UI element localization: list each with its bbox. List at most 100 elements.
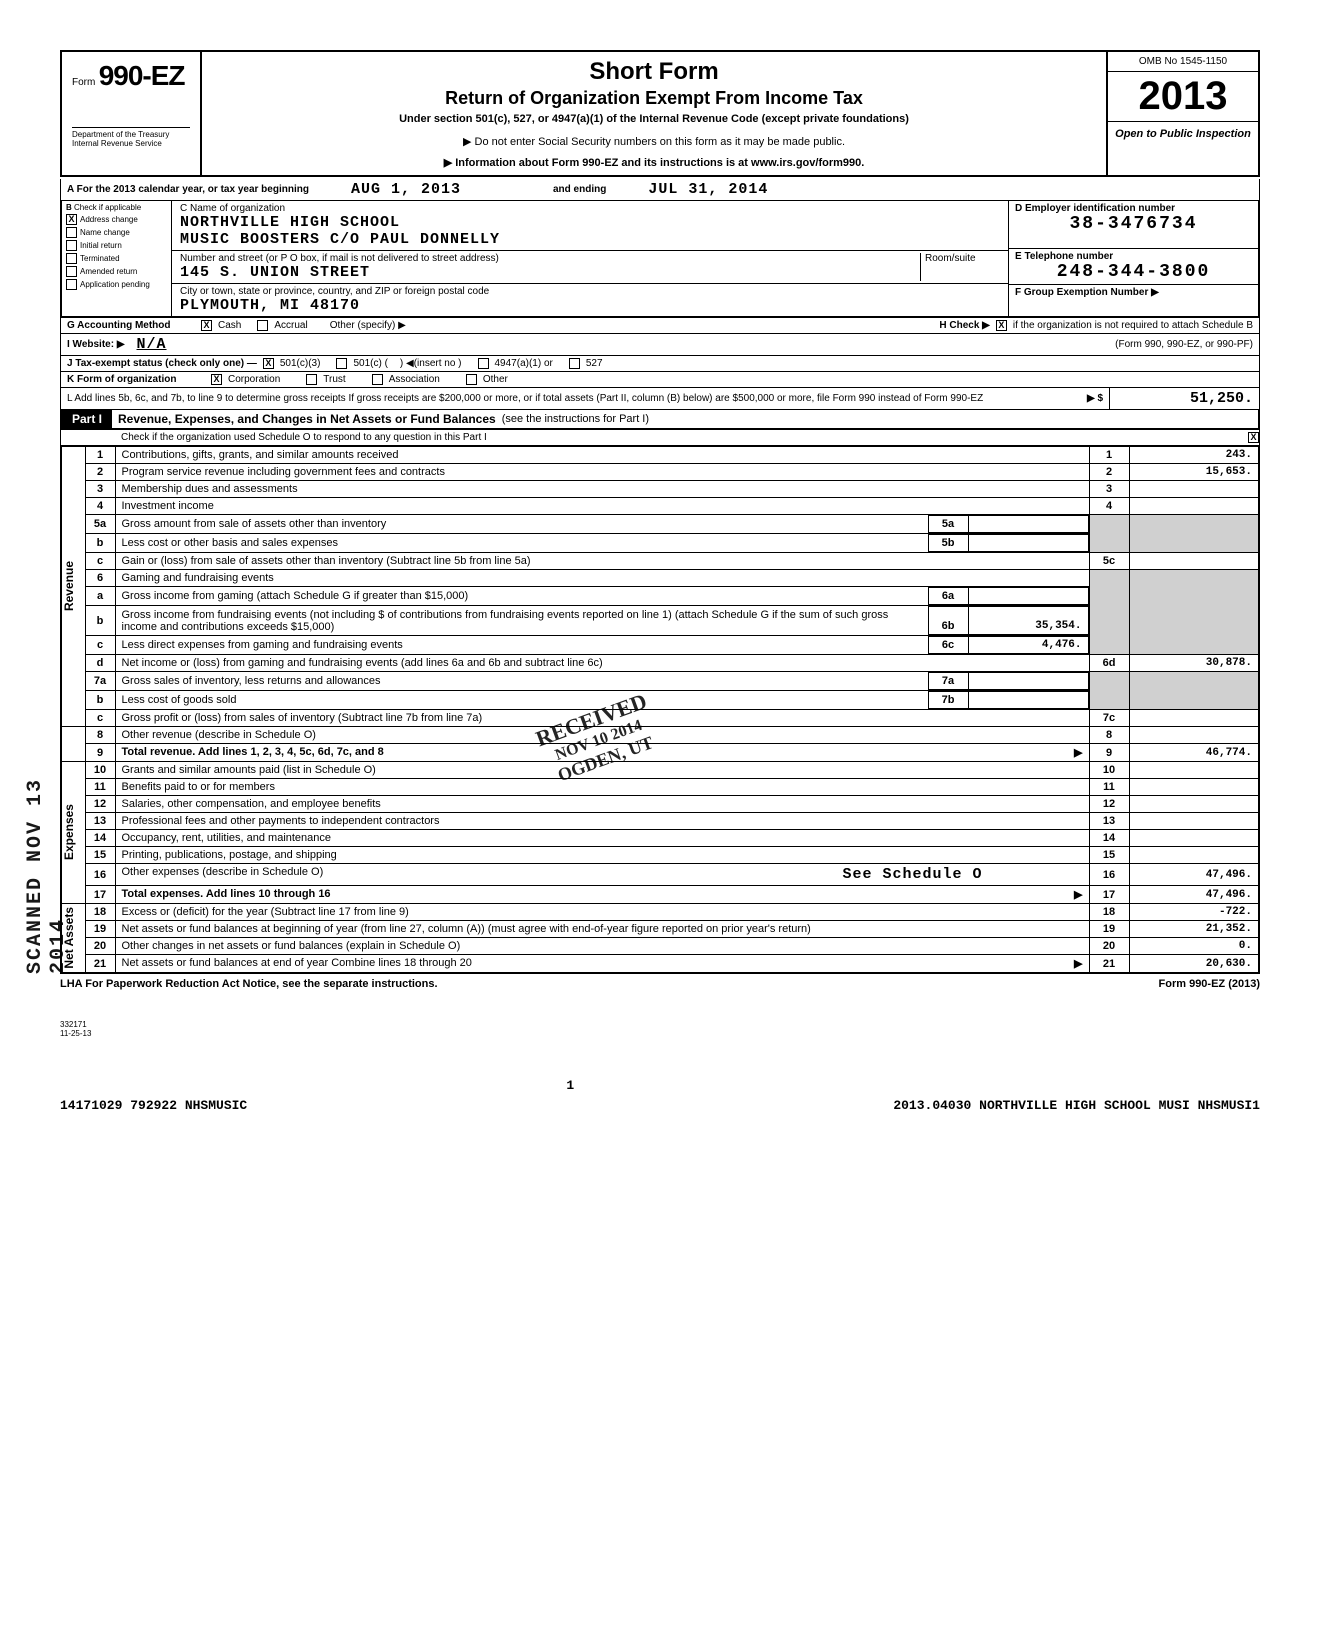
checkbox-address-change[interactable]: X xyxy=(66,214,77,225)
label-amended: Amended return xyxy=(80,267,137,276)
checkbox-cash[interactable]: X xyxy=(201,320,212,331)
org-name-1: NORTHVILLE HIGH SCHOOL xyxy=(180,214,1000,231)
omb-number: OMB No 1545-1150 xyxy=(1108,52,1258,72)
l6a-num: a xyxy=(85,587,115,606)
entity-main: C Name of organization NORTHVILLE HIGH S… xyxy=(172,201,1008,316)
row-d-ein: D Employer identification number 38-3476… xyxy=(1009,201,1258,249)
part1-suffix: (see the instructions for Part I) xyxy=(502,413,649,425)
l1-amt: 243. xyxy=(1129,447,1259,464)
l3-num: 3 xyxy=(85,481,115,498)
checkbox-app-pending[interactable] xyxy=(66,279,77,290)
page-footer: 14171029 792922 NHSMUSIC 1 2013.04030 NO… xyxy=(60,1098,1260,1113)
checkbox-501c3[interactable]: X xyxy=(263,358,274,369)
label-terminated: Terminated xyxy=(80,254,120,263)
row-l-gross: L Add lines 5b, 6c, and 7b, to line 9 to… xyxy=(60,388,1260,410)
l11-desc: Benefits paid to or for members xyxy=(115,779,1089,796)
city-value: PLYMOUTH, MI 48170 xyxy=(180,297,1000,314)
sideband-revenue: Revenue xyxy=(62,561,76,611)
street-label: Number and street (or P O box, if mail i… xyxy=(180,253,920,264)
l6a-sa xyxy=(968,588,1088,605)
period-label: A For the 2013 calendar year, or tax yea… xyxy=(61,182,315,197)
checkbox-4947[interactable] xyxy=(478,358,489,369)
l6d-desc: Net income or (loss) from gaming and fun… xyxy=(115,655,1089,672)
period-mid: and ending xyxy=(547,182,612,197)
scanned-stamp: SCANNED NOV 13 2014 xyxy=(24,776,70,974)
h-text: if the organization is not required to a… xyxy=(1007,318,1259,333)
footer-lha: LHA For Paperwork Reduction Act Notice, … xyxy=(60,978,438,990)
checkbox-h[interactable]: X xyxy=(996,320,1007,331)
l5c-num: c xyxy=(85,553,115,570)
l21-desc: Net assets or fund balances at end of ye… xyxy=(122,957,472,969)
l17-arrow: ▶ xyxy=(1074,888,1082,901)
l4-num: 4 xyxy=(85,498,115,515)
l-arrow: ▶ $ xyxy=(1081,391,1109,406)
checkbox-schedule-o[interactable]: X xyxy=(1248,432,1259,443)
checkbox-accrual[interactable] xyxy=(257,320,268,331)
checkbox-name-change[interactable] xyxy=(66,227,77,238)
l21-num: 21 xyxy=(85,955,115,974)
l21-amt: 20,630. xyxy=(1129,955,1259,974)
checkbox-527[interactable] xyxy=(569,358,580,369)
l2-num: 2 xyxy=(85,464,115,481)
l14-desc: Occupancy, rent, utilities, and maintena… xyxy=(115,830,1089,847)
l13-desc: Professional fees and other payments to … xyxy=(115,813,1089,830)
checkbox-other-org[interactable] xyxy=(466,374,477,385)
part1-check-row: Check if the organization used Schedule … xyxy=(60,430,1260,446)
l11-box: 11 xyxy=(1089,779,1129,796)
l2-box: 2 xyxy=(1089,464,1129,481)
l16-amt: 47,496. xyxy=(1129,864,1259,886)
org-name-2: MUSIC BOOSTERS C/O PAUL DONNELLY xyxy=(180,231,1000,248)
l5b-sa xyxy=(968,535,1088,552)
form-header: Form 990-EZ Department of the Treasury I… xyxy=(60,50,1260,177)
l19-num: 19 xyxy=(85,921,115,938)
l8-amt xyxy=(1129,727,1259,744)
l4-box: 4 xyxy=(1089,498,1129,515)
l6a-desc: Gross income from gaming (attach Schedul… xyxy=(116,588,929,605)
label-501c: 501(c) ( xyxy=(347,356,393,371)
phone-value: 248-344-3800 xyxy=(1015,262,1252,282)
label-address-change: Address change xyxy=(80,215,138,224)
l6b-sb: 6b xyxy=(928,607,968,635)
i-right: (Form 990, 990-EZ, or 990-PF) xyxy=(1109,337,1259,352)
checkbox-trust[interactable] xyxy=(306,374,317,385)
l20-box: 20 xyxy=(1089,938,1129,955)
l5b-sb: 5b xyxy=(928,535,968,552)
l3-desc: Membership dues and assessments xyxy=(115,481,1089,498)
l17-box: 17 xyxy=(1089,886,1129,904)
l10-desc: Grants and similar amounts paid (list in… xyxy=(115,762,1089,779)
g-label: G Accounting Method xyxy=(61,318,201,333)
l5c-amt xyxy=(1129,553,1259,570)
row-street: Number and street (or P O box, if mail i… xyxy=(172,251,1008,284)
l-amount: 51,250. xyxy=(1109,388,1259,409)
l20-desc: Other changes in net assets or fund bala… xyxy=(115,938,1089,955)
part1-tag: Part I xyxy=(62,410,112,428)
checkbox-corp[interactable]: X xyxy=(211,374,222,385)
l3-box: 3 xyxy=(1089,481,1129,498)
l17-num: 17 xyxy=(85,886,115,904)
title-under: Under section 501(c), 527, or 4947(a)(1)… xyxy=(212,113,1096,125)
l9-box: 9 xyxy=(1089,744,1129,762)
checkbox-amended[interactable] xyxy=(66,266,77,277)
l2-desc: Program service revenue including govern… xyxy=(115,464,1089,481)
checkbox-assoc[interactable] xyxy=(372,374,383,385)
checkbox-terminated[interactable] xyxy=(66,253,77,264)
l4-amt xyxy=(1129,498,1259,515)
l6d-num: d xyxy=(85,655,115,672)
period-end: JUL 31, 2014 xyxy=(642,179,774,200)
note-ssn: ▶ Do not enter Social Security numbers o… xyxy=(212,135,1096,148)
checkbox-501c[interactable] xyxy=(336,358,347,369)
l9-desc: Total revenue. Add lines 1, 2, 3, 4, 5c,… xyxy=(122,746,384,758)
l6-num: 6 xyxy=(85,570,115,587)
l9-num: 9 xyxy=(85,744,115,762)
l8-box: 8 xyxy=(1089,727,1129,744)
row-e-phone: E Telephone number 248-344-3800 xyxy=(1009,249,1258,285)
l14-num: 14 xyxy=(85,830,115,847)
label-cash: Cash xyxy=(212,318,247,333)
checkbox-initial-return[interactable] xyxy=(66,240,77,251)
row-k-formorg: K Form of organization X Corporation Tru… xyxy=(60,372,1260,388)
period-begin: AUG 1, 2013 xyxy=(345,179,467,200)
l4-desc: Investment income xyxy=(115,498,1089,515)
l20-num: 20 xyxy=(85,938,115,955)
l9-arrow: ▶ xyxy=(1074,746,1082,759)
l7a-desc: Gross sales of inventory, less returns a… xyxy=(116,673,929,690)
